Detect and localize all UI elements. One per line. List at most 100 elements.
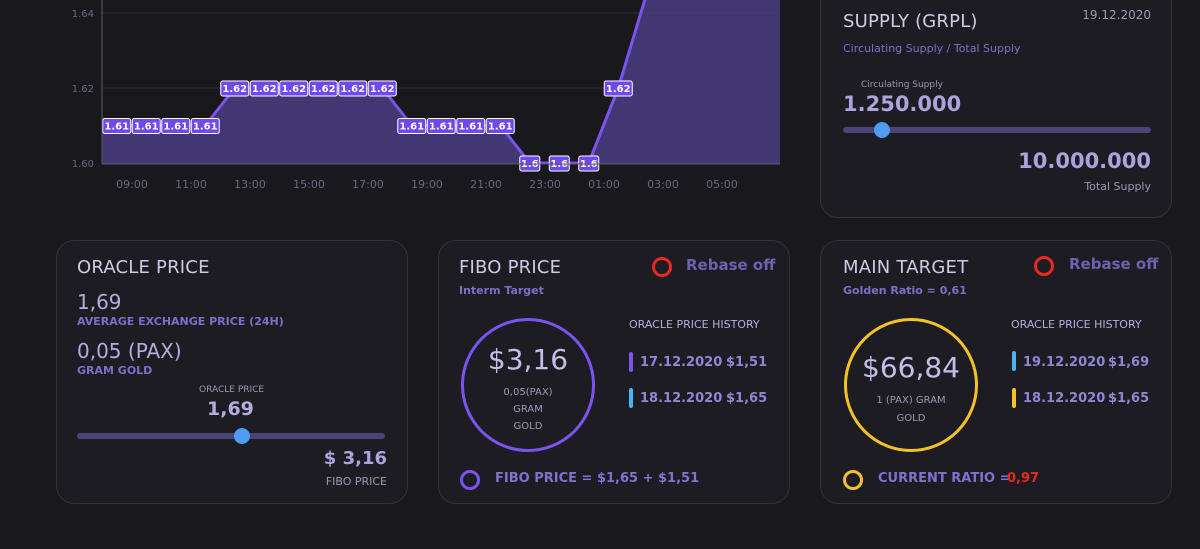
fibo-ring: $3,16 0,05(PAX) GRAM GOLD	[461, 318, 595, 452]
oracle-slider-value: 1,69	[207, 398, 254, 420]
x-tick-label: 11:00	[175, 178, 207, 191]
target-history-value: $1,69	[1108, 355, 1150, 370]
data-label: 1.61	[458, 122, 483, 133]
fibo-circle-value: $3,16	[487, 343, 569, 376]
fibo-history-date: 17.12.2020	[640, 355, 723, 370]
oracle-price-card: ORACLE PRICE 1,69 AVERAGE EXCHANGE PRICE…	[56, 240, 408, 504]
data-label-box	[220, 80, 250, 97]
data-label: 1.61	[193, 122, 218, 133]
rebase-status-icon	[1034, 256, 1054, 276]
data-label-box	[338, 80, 368, 97]
target-history-date: 18.12.2020	[1023, 391, 1106, 406]
fibo-circle-line1: 0,05(PAX)	[503, 387, 553, 398]
data-label-box	[367, 80, 397, 97]
x-tick-label: 21:00	[470, 178, 502, 191]
supply-subtitle: Circulating Supply / Total Supply	[843, 42, 1021, 55]
data-label: 1.61	[134, 122, 159, 133]
chart-area-fill	[102, 0, 780, 164]
data-label: 1.62	[281, 84, 306, 95]
supply-slider-track	[843, 127, 1151, 133]
data-label: 1.61	[429, 122, 454, 133]
price-chart: 1.61 1.61 1.61 1.61 1.62 1.62 1.62 1.62 1.62 1.62…	[72, 0, 780, 191]
y-tick-label: 1.60	[72, 159, 94, 170]
data-label-box	[161, 118, 191, 134]
oracle-value: 1,69	[77, 290, 122, 314]
oracle-pax-label: GRAM GOLD	[77, 364, 153, 377]
target-ring: $66,84 1 (PAX) GRAM GOLD	[844, 318, 978, 452]
x-tick-label: 15:00	[293, 178, 325, 191]
circulating-supply-value: 1.250.000	[843, 92, 962, 116]
fibo-subtitle: Interm Target	[459, 284, 544, 297]
target-history-value: $1,65	[1108, 391, 1150, 406]
data-label-box	[308, 80, 338, 97]
fibo-title: FIBO PRICE	[459, 257, 562, 278]
x-tick-label: 09:00	[116, 178, 148, 191]
data-label: 1.62	[606, 84, 631, 95]
total-supply-value: 10.000.000	[1018, 149, 1151, 173]
target-title: MAIN TARGET	[843, 257, 969, 278]
fibo-rebase-status[interactable]: Rebase off	[686, 256, 776, 274]
x-tick-label: 01:00	[588, 178, 620, 191]
fibo-history-title: ORACLE PRICE HISTORY	[629, 318, 760, 331]
target-history-bar	[1012, 351, 1016, 371]
data-label: 1.62	[340, 84, 365, 95]
fibo-history-bar	[629, 388, 633, 408]
fibo-price-card: FIBO PRICE Rebase off Interm Target $3,1…	[438, 240, 790, 504]
main-target-card: MAIN TARGET Rebase off Golden Ratio = 0,…	[820, 240, 1172, 504]
x-tick-label: 23:00	[529, 178, 561, 191]
target-subtitle: Golden Ratio = 0,61	[843, 284, 967, 297]
circulating-supply-label: Circulating Supply	[861, 80, 943, 90]
x-tick-label: 13:00	[234, 178, 266, 191]
data-label-box	[456, 118, 486, 134]
x-tick-label: 05:00	[706, 178, 738, 191]
fibo-circle-line3: GOLD	[513, 421, 543, 432]
data-label: 1.61	[488, 122, 513, 133]
fibo-circle-line2: GRAM	[513, 404, 543, 415]
oracle-slider-thumb[interactable]	[233, 428, 250, 444]
data-label-box	[102, 118, 132, 134]
data-label-box	[249, 80, 279, 97]
target-history-bar	[1012, 388, 1016, 408]
fibo-history-value: $1,65	[726, 391, 768, 406]
oracle-title: ORACLE PRICE	[77, 257, 210, 278]
target-circle-line2: GOLD	[896, 413, 926, 424]
data-label-box	[131, 118, 161, 134]
y-tick-label: 1.62	[72, 84, 94, 95]
supply-card: SUPPLY (GRPL) 19.12.2020 Circulating Sup…	[820, 0, 1172, 218]
data-label: 1.62	[222, 84, 247, 95]
oracle-slider-track	[77, 433, 385, 439]
data-label-box	[426, 118, 456, 134]
fibo-history-bar	[629, 352, 633, 372]
target-footer-value: 0,97	[1007, 471, 1040, 486]
data-label: 1.62	[311, 84, 336, 95]
target-circle-value: $66,84	[862, 351, 960, 384]
oracle-value-label: AVERAGE EXCHANGE PRICE (24H)	[77, 315, 284, 328]
fibo-footer-icon	[460, 470, 480, 490]
data-label-box	[485, 118, 515, 134]
oracle-slider-label: ORACLE PRICE	[199, 385, 265, 395]
data-label-box	[397, 118, 427, 134]
supply-title: SUPPLY (GRPL)	[843, 11, 978, 32]
target-circle-line1: 1 (PAX) GRAM	[876, 395, 946, 406]
data-label-box	[190, 118, 220, 134]
supply-slider-thumb[interactable]	[873, 122, 890, 138]
target-rebase-status[interactable]: Rebase off	[1069, 255, 1159, 273]
data-label: 1.61	[163, 122, 188, 133]
fibo-history-value: $1,51	[726, 355, 768, 370]
data-label: 1.62	[252, 84, 277, 95]
oracle-pax: 0,05 (PAX)	[77, 339, 182, 363]
y-tick-label: 1.64	[72, 9, 94, 20]
target-history-date: 19.12.2020	[1023, 355, 1106, 370]
target-history-title: ORACLE PRICE HISTORY	[1011, 318, 1142, 331]
target-footer-icon	[843, 470, 863, 490]
oracle-fibo-label: FIBO PRICE	[325, 475, 387, 488]
x-tick-label: 19:00	[411, 178, 443, 191]
total-supply-label: Total Supply	[1084, 180, 1151, 193]
data-label: 1.61	[399, 122, 424, 133]
fibo-footer: FIBO PRICE = $1,65 + $1,51	[495, 471, 700, 486]
data-label-box	[279, 80, 309, 97]
target-footer-label: CURRENT RATIO =	[878, 471, 1011, 486]
data-label: 1.61	[104, 122, 129, 133]
oracle-fibo-value: $ 3,16	[323, 448, 387, 469]
data-label-box	[603, 80, 633, 97]
